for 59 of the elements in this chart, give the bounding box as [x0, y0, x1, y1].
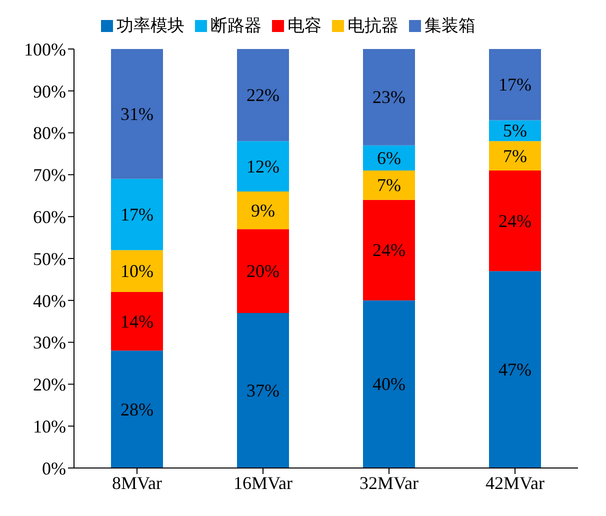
bar: [363, 145, 415, 171]
bar: [237, 141, 289, 192]
bar: [363, 170, 415, 200]
bar: [489, 170, 541, 272]
bar: [237, 229, 289, 313]
bar: [237, 191, 289, 230]
bar: [489, 271, 541, 468]
data-label: 31%: [120, 104, 154, 124]
data-label: 20%: [246, 261, 280, 282]
legend-label: 电抗器: [348, 16, 398, 36]
data-label: 17%: [120, 204, 154, 225]
bar: [111, 292, 163, 351]
y-tick-label: 50%: [33, 248, 66, 269]
data-label: 22%: [246, 85, 280, 106]
bar: [111, 250, 163, 292]
y-tick-label: 40%: [33, 290, 66, 311]
data-label: 14%: [120, 311, 154, 332]
x-tick-label: 42MVar: [486, 472, 544, 493]
bar: [363, 49, 415, 146]
y-tick-label: 0%: [42, 458, 66, 478]
data-label: 37%: [246, 380, 280, 400]
data-label: 6%: [377, 148, 401, 168]
bar: [111, 178, 163, 250]
y-tick-label: 70%: [33, 165, 66, 186]
y-tick-label: 30%: [33, 332, 66, 353]
bar: [489, 141, 541, 171]
y-tick-label: 60%: [33, 206, 66, 227]
data-label: 23%: [372, 87, 406, 108]
data-label: 9%: [251, 200, 275, 220]
data-label: 28%: [120, 399, 154, 420]
data-label: 24%: [498, 210, 532, 231]
x-tick-label: 32MVar: [360, 472, 418, 493]
bar: [237, 49, 289, 142]
data-label: 40%: [372, 374, 406, 394]
bar: [489, 49, 541, 120]
y-tick-label: 20%: [33, 374, 66, 395]
data-label: 7%: [377, 175, 401, 196]
bar: [237, 312, 289, 468]
y-tick-label: 80%: [33, 123, 66, 144]
data-label: 17%: [498, 74, 532, 95]
y-tick-label: 100%: [24, 39, 66, 60]
data-label: 12%: [246, 156, 280, 176]
data-label: 10%: [120, 261, 154, 282]
x-tick-label: 16MVar: [234, 472, 292, 493]
legend-label: 断路器: [210, 16, 262, 36]
x-tick-label: 8MVar: [112, 472, 162, 493]
bar: [111, 49, 163, 179]
legend-label: 电容: [288, 16, 322, 36]
y-tick-label: 10%: [33, 416, 66, 436]
bar: [363, 300, 415, 468]
y-tick-label: 90%: [33, 81, 66, 102]
bar: [111, 350, 163, 468]
legend-label: 集装箱: [424, 16, 476, 36]
data-label: 7%: [503, 146, 527, 166]
data-label: 24%: [372, 240, 406, 260]
legend-label: 功率模块: [116, 16, 184, 36]
bar: [363, 200, 415, 300]
data-label: 5%: [503, 120, 527, 141]
data-label: 47%: [498, 360, 532, 380]
